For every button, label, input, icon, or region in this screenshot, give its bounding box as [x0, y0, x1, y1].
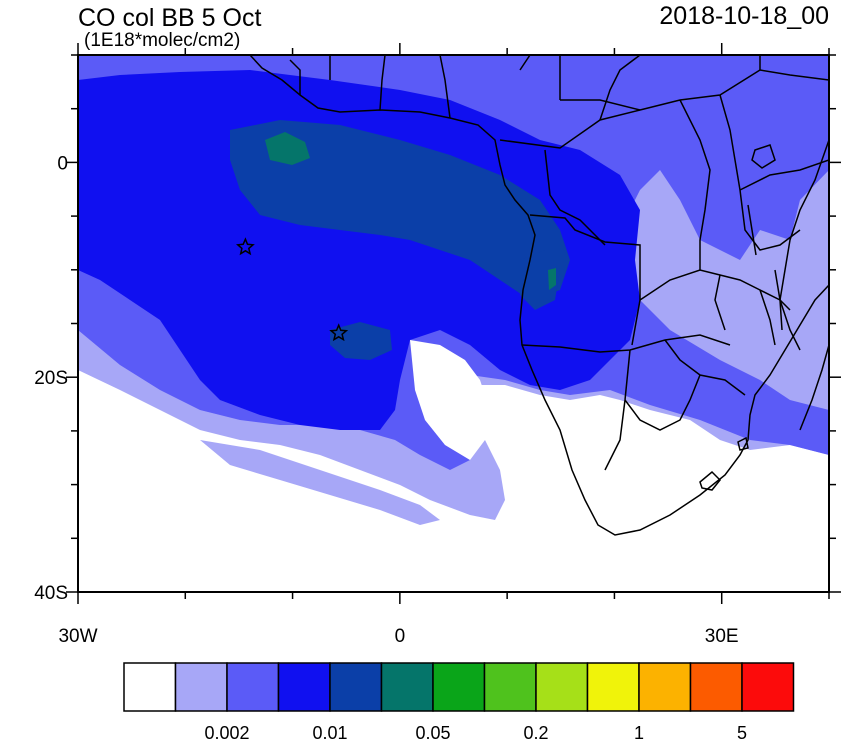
border-15	[759, 69, 829, 81]
border-9	[679, 99, 711, 270]
clean-area	[410, 340, 490, 460]
colorbar-box	[689, 662, 743, 712]
border-14	[560, 99, 641, 111]
colorbar-box	[586, 662, 640, 712]
lake-victoria	[751, 144, 776, 169]
colorbar-label: 1	[634, 723, 644, 743]
colorbar-box	[174, 662, 228, 712]
x-tick-label-0: 0	[395, 626, 406, 647]
plume-navy-coast	[520, 250, 560, 310]
plume-level-teal	[265, 132, 310, 165]
y-tick-label-40s: 40S	[34, 583, 68, 604]
colorbar-box	[535, 662, 589, 712]
colorbar-label: 0.2	[523, 723, 548, 743]
map-units: (1E18*molec/cm2)	[84, 30, 240, 51]
colorbar-box	[329, 662, 383, 712]
coastlines	[249, 55, 829, 536]
border-5	[604, 349, 631, 471]
colorbar-label: 0.01	[312, 723, 347, 743]
map-title: CO col BB 5 Oct	[78, 4, 261, 32]
colorbar-box	[483, 662, 537, 712]
border-19	[779, 299, 801, 351]
tick-layer	[66, 43, 841, 604]
colorbar-box	[277, 662, 331, 712]
marker-layer	[235, 237, 349, 342]
lesotho-outline	[699, 470, 722, 491]
border-6	[639, 269, 776, 346]
border-10	[719, 94, 801, 251]
border-8	[624, 374, 701, 431]
colorbar-label: 0.05	[415, 723, 450, 743]
plume-level-navy	[230, 120, 570, 300]
plume-tongue-south	[200, 440, 440, 525]
x-tick-label-30w: 30W	[58, 626, 97, 647]
lake-tanganyika	[747, 204, 757, 256]
x-tick-label-30e: 30E	[705, 626, 739, 647]
swaziland-outline	[737, 436, 749, 451]
colorbar-label: 0.002	[204, 723, 249, 743]
colorbar-label: 5	[737, 723, 747, 743]
star-marker-2	[329, 323, 349, 342]
border-12	[599, 55, 641, 121]
colorbar-box	[432, 662, 486, 712]
star-marker-1	[235, 237, 255, 256]
colorbar-box	[226, 662, 280, 712]
colorbar-box	[741, 662, 795, 712]
plume-layers	[78, 55, 829, 525]
colorbar: 0.002 0.01 0.05 0.2 1 5	[123, 662, 795, 743]
border-11	[739, 159, 829, 191]
madagascar-outline	[799, 344, 829, 431]
y-tick-label-20s: 20S	[34, 368, 68, 389]
africa-coastline	[249, 55, 829, 536]
colorbar-box	[638, 662, 692, 712]
border-17	[714, 274, 726, 331]
colorbar-box	[123, 662, 177, 712]
y-tick-label-0: 0	[57, 153, 68, 174]
map-datetime: 2018-10-18_00	[659, 2, 829, 30]
y-axis-labels: 0 20S 40S	[34, 153, 68, 604]
border-13	[289, 55, 561, 119]
x-axis-labels: 30W 0 30E	[58, 626, 738, 647]
east-coast	[779, 139, 829, 301]
colorbar-box	[380, 662, 434, 712]
plume-teal-coast	[548, 268, 556, 290]
